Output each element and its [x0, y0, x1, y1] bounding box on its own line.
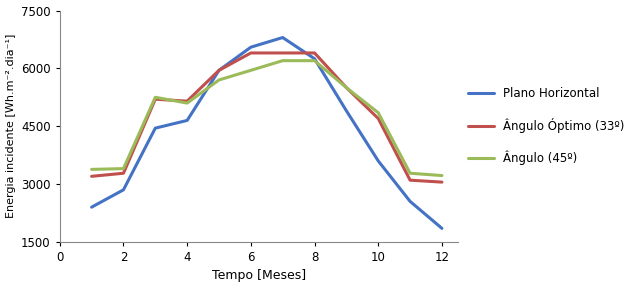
- X-axis label: Tempo [Meses]: Tempo [Meses]: [212, 270, 306, 283]
- Ângulo (45º): [151, 96, 159, 99]
- Plano Horizontal: [310, 57, 318, 60]
- Plano Horizontal: [215, 69, 223, 72]
- Plano Horizontal: [88, 205, 95, 209]
- Legend: Plano Horizontal, Ângulo Óptimo (33º), Ângulo (45º): Plano Horizontal, Ângulo Óptimo (33º), Â…: [468, 87, 625, 165]
- Plano Horizontal: [247, 46, 255, 49]
- Plano Horizontal: [184, 119, 191, 122]
- Ângulo Óptimo (33º): [88, 175, 95, 178]
- Line: Ângulo (45º): Ângulo (45º): [91, 61, 442, 176]
- Line: Ângulo Óptimo (33º): Ângulo Óptimo (33º): [91, 53, 442, 182]
- Ângulo (45º): [343, 86, 350, 89]
- Ângulo Óptimo (33º): [120, 172, 127, 175]
- Ângulo (45º): [184, 101, 191, 105]
- Ângulo Óptimo (33º): [310, 51, 318, 55]
- Ângulo Óptimo (33º): [184, 99, 191, 103]
- Ângulo Óptimo (33º): [215, 69, 223, 72]
- Plano Horizontal: [374, 159, 382, 163]
- Plano Horizontal: [406, 200, 414, 203]
- Plano Horizontal: [343, 109, 350, 113]
- Plano Horizontal: [151, 126, 159, 130]
- Plano Horizontal: [438, 227, 445, 230]
- Ângulo Óptimo (33º): [343, 86, 350, 89]
- Ângulo (45º): [438, 174, 445, 177]
- Plano Horizontal: [120, 188, 127, 192]
- Ângulo (45º): [310, 59, 318, 62]
- Ângulo Óptimo (33º): [374, 117, 382, 120]
- Y-axis label: Energia incidente [Wh.m⁻².dia⁻¹]: Energia incidente [Wh.m⁻².dia⁻¹]: [6, 34, 16, 218]
- Plano Horizontal: [279, 36, 286, 39]
- Ângulo Óptimo (33º): [438, 180, 445, 184]
- Ângulo Óptimo (33º): [247, 51, 255, 55]
- Ângulo (45º): [279, 59, 286, 62]
- Ângulo (45º): [120, 167, 127, 170]
- Ângulo (45º): [247, 69, 255, 72]
- Ângulo (45º): [215, 78, 223, 82]
- Ângulo (45º): [406, 172, 414, 175]
- Ângulo (45º): [374, 111, 382, 114]
- Line: Plano Horizontal: Plano Horizontal: [91, 37, 442, 228]
- Ângulo Óptimo (33º): [406, 179, 414, 182]
- Ângulo Óptimo (33º): [151, 98, 159, 101]
- Ângulo Óptimo (33º): [279, 51, 286, 55]
- Ângulo (45º): [88, 168, 95, 171]
